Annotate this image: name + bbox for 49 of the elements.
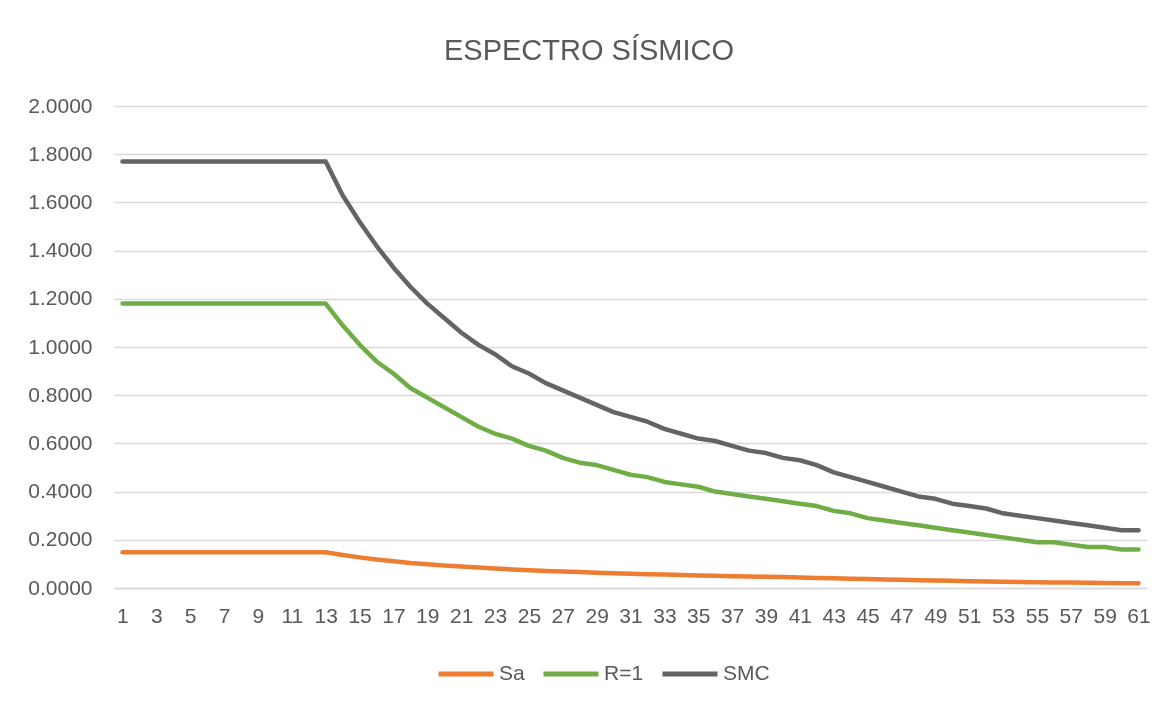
- x-tick-label: 43: [822, 603, 846, 627]
- x-tick-label: 15: [348, 603, 372, 627]
- x-tick-label: 27: [551, 603, 575, 627]
- x-tick-label: 41: [788, 603, 813, 627]
- y-tick-label: 2.0000: [28, 93, 93, 117]
- x-tick-label: 11: [281, 603, 304, 627]
- y-tick-label: 0.2000: [28, 527, 93, 551]
- x-tick-label: 33: [653, 603, 677, 627]
- x-tick-label: 21: [449, 603, 474, 627]
- x-tick-label: 37: [720, 603, 745, 627]
- x-tick-label: 39: [754, 603, 779, 627]
- legend-label: R=1: [604, 661, 644, 684]
- x-tick-label: 31: [619, 603, 643, 627]
- x-tick-label: 45: [856, 603, 880, 627]
- y-tick-label: 1.8000: [28, 141, 93, 165]
- x-tick-label: 59: [1093, 603, 1117, 627]
- x-tick-label: 57: [1059, 603, 1083, 627]
- x-tick-label: 19: [416, 603, 440, 627]
- legend-label: SMC: [723, 661, 770, 684]
- legend-label: Sa: [499, 661, 526, 684]
- y-tick-label: 1.4000: [28, 238, 93, 262]
- x-tick-label: 1: [117, 603, 129, 627]
- y-tick-label: 1.2000: [28, 286, 93, 310]
- x-tick-label: 9: [252, 603, 265, 627]
- y-tick-label: 1.6000: [28, 189, 93, 213]
- y-tick-label: 0.8000: [28, 382, 93, 406]
- x-tick-label: 17: [382, 603, 406, 627]
- y-tick-label: 0.4000: [28, 479, 93, 503]
- line-series: [120, 159, 1141, 533]
- chart-title: ESPECTRO SÍSMICO: [443, 34, 735, 66]
- y-tick-label: 0.6000: [28, 430, 93, 454]
- y-tick-label: 0.0000: [28, 575, 93, 599]
- x-tick-label: 55: [1025, 603, 1050, 627]
- x-tick-label: 5: [184, 603, 197, 627]
- x-tick-label: 23: [483, 603, 508, 627]
- x-tick-label: 7: [218, 603, 231, 627]
- x-tick-label: 51: [958, 603, 982, 627]
- x-tick-label: 29: [585, 603, 609, 627]
- x-tick-label: 3: [150, 603, 163, 627]
- x-tick-label: 47: [890, 603, 914, 627]
- line-series: [120, 301, 1141, 552]
- y-tick-label: 1.0000: [28, 334, 93, 358]
- x-tick-label: 49: [924, 603, 948, 627]
- x-tick-label: 35: [687, 603, 711, 627]
- x-tick-label: 61: [1127, 603, 1151, 627]
- x-tick-label: 13: [314, 603, 338, 627]
- x-tick-label: 53: [991, 603, 1016, 627]
- line-series: [120, 550, 1141, 586]
- x-tick-label: 25: [517, 603, 542, 627]
